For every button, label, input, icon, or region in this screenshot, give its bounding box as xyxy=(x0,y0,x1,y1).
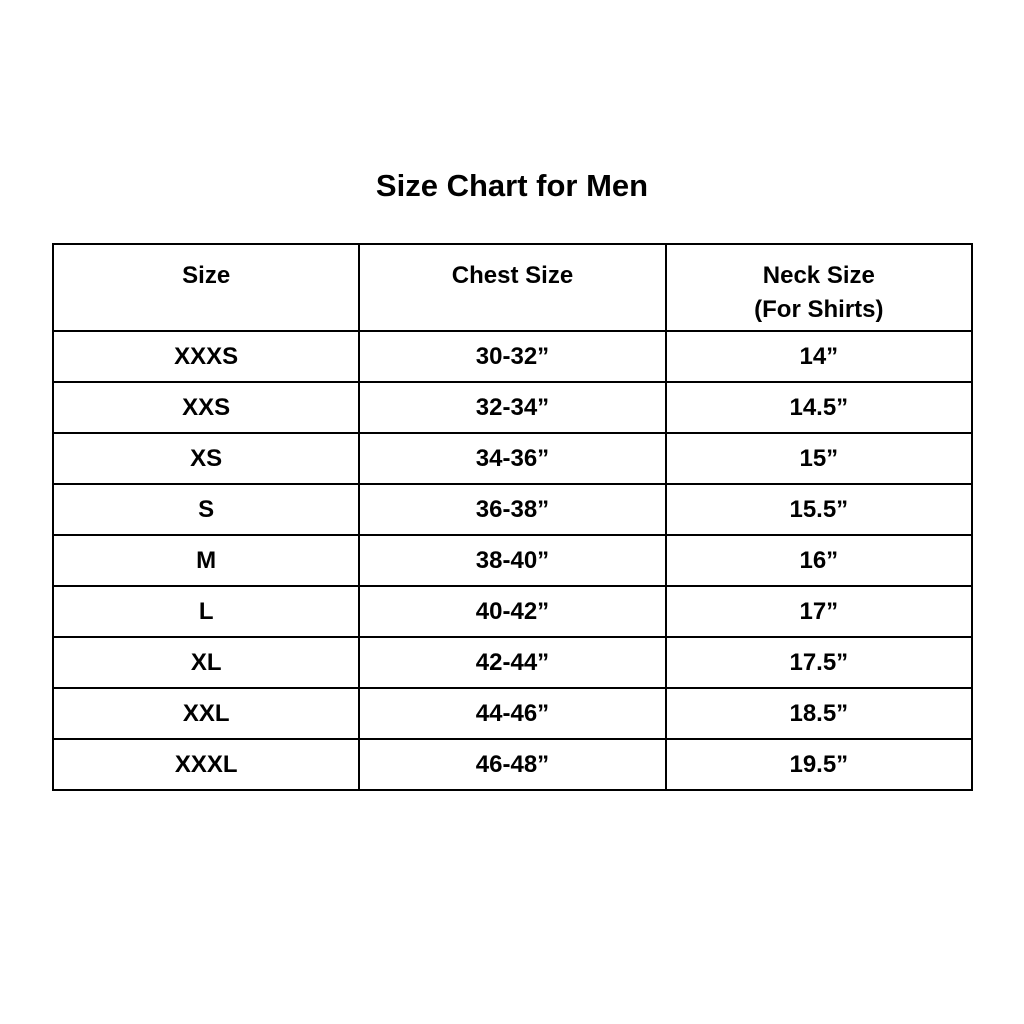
neck-size-cell: 17.5” xyxy=(664,636,974,689)
neck-size-cell: 15.5” xyxy=(664,483,974,536)
table-row: XS 34-36” 15” xyxy=(51,432,974,485)
table-row: S 36-38” 15.5” xyxy=(51,483,974,536)
size-cell: XXXL xyxy=(51,738,361,791)
chest-size-cell: 34-36” xyxy=(358,432,667,485)
neck-size-cell: 14” xyxy=(664,330,974,383)
chest-size-cell: 46-48” xyxy=(358,738,667,791)
table-row: XXXL 46-48” 19.5” xyxy=(51,738,974,791)
chest-size-cell: 32-34” xyxy=(358,381,667,434)
neck-size-cell: 14.5” xyxy=(664,381,974,434)
page-title: Size Chart for Men xyxy=(375,168,649,203)
neck-size-cell: 15” xyxy=(664,432,974,485)
column-header-label: Neck Size xyxy=(762,262,875,289)
size-cell: XS xyxy=(51,432,361,485)
column-header: Size xyxy=(51,243,361,332)
column-header: Chest Size xyxy=(358,243,667,332)
column-header-label: Chest Size xyxy=(451,262,574,289)
table-row: L 40-42” 17” xyxy=(51,585,974,638)
table-row: M 38-40” 16” xyxy=(51,534,974,587)
header-row: Size Chest Size Neck Size (For Shirts) xyxy=(51,243,974,332)
column-header-label: Size xyxy=(182,262,231,289)
neck-size-cell: 19.5” xyxy=(664,738,974,791)
size-cell: M xyxy=(51,534,361,587)
chest-size-cell: 36-38” xyxy=(358,483,667,536)
size-cell: L xyxy=(51,585,361,638)
chest-size-cell: 40-42” xyxy=(358,585,667,638)
chest-size-cell: 30-32” xyxy=(358,330,667,383)
neck-size-cell: 18.5” xyxy=(664,687,974,740)
table-row: XXL 44-46” 18.5” xyxy=(51,687,974,740)
size-cell: XXXS xyxy=(51,330,361,383)
column-header: Neck Size (For Shirts) xyxy=(664,243,974,332)
chest-size-cell: 38-40” xyxy=(358,534,667,587)
size-cell: XXS xyxy=(51,381,361,434)
column-header-sublabel: (For Shirts) xyxy=(754,296,884,323)
size-cell: S xyxy=(51,483,361,536)
size-chart-table: Size Chest Size Neck Size (For Shirts) XXXS… xyxy=(51,243,974,791)
size-cell: XXL xyxy=(51,687,361,740)
table-row: XL 42-44” 17.5” xyxy=(51,636,974,689)
size-cell: XL xyxy=(51,636,361,689)
table-row: XXS 32-34” 14.5” xyxy=(51,381,974,434)
neck-size-cell: 16” xyxy=(664,534,974,587)
table-row: XXXS 30-32” 14” xyxy=(51,330,974,383)
neck-size-cell: 17” xyxy=(664,585,974,638)
chest-size-cell: 44-46” xyxy=(358,687,667,740)
chest-size-cell: 42-44” xyxy=(358,636,667,689)
